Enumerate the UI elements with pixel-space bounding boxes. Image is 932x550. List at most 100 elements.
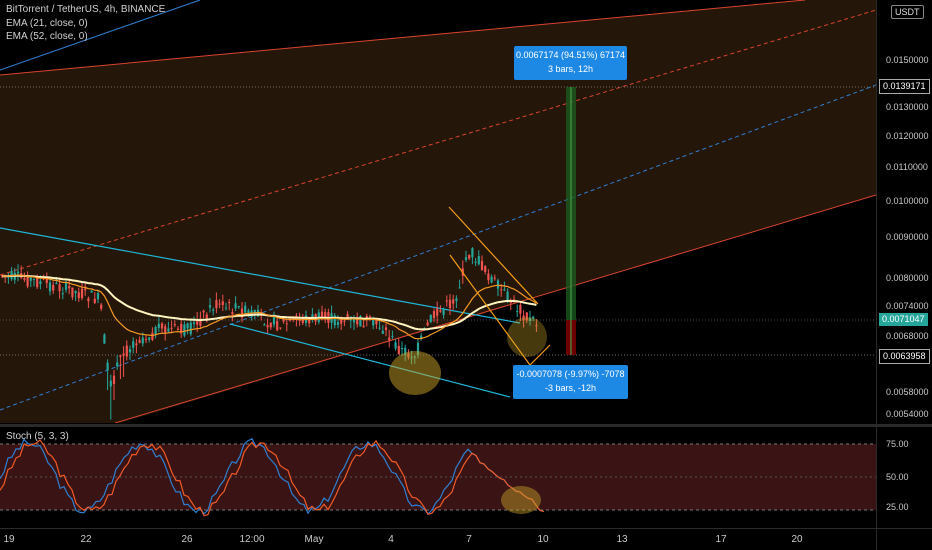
candle-body [234, 303, 237, 309]
candle-body [151, 332, 154, 340]
stoch-axis[interactable]: 75.00 50.00 25.00 [877, 427, 932, 528]
channel-bottom-line[interactable] [114, 194, 876, 423]
candle-body [308, 317, 311, 324]
candle-body [452, 299, 455, 304]
stoch-legend[interactable]: Stoch (5, 3, 3) [6, 431, 69, 442]
flag-highlight-ellipse[interactable] [507, 317, 547, 357]
time-axis-separator [0, 528, 932, 529]
ema21-line[interactable] [2, 274, 537, 340]
candle-body [128, 349, 132, 353]
candle-body [212, 309, 215, 311]
price-chart-svg[interactable] [0, 0, 876, 423]
candle-body [528, 317, 532, 322]
support-highlight-ellipse[interactable] [389, 351, 441, 395]
main-chart[interactable] [0, 0, 876, 423]
time-axis-label: 19 [3, 534, 15, 545]
stoch-svg [0, 438, 876, 517]
candle-body [135, 343, 138, 346]
candle-body [464, 257, 468, 261]
candle-body [362, 325, 365, 328]
stoch-highlight-ellipse[interactable] [501, 486, 541, 514]
drawing-layer [389, 87, 576, 395]
channel-top-line[interactable] [0, 0, 806, 76]
symbol-legend[interactable]: BitTorrent / TetherUS, 4h, BINANCE [6, 4, 166, 15]
falling-channel-bottom[interactable] [229, 323, 511, 398]
candle-body [55, 282, 58, 284]
long-tooltip-line2: 3 bars, 12h [547, 64, 594, 74]
currency-label[interactable]: USDT [891, 5, 924, 19]
candle-body [480, 260, 484, 271]
candle-body [106, 362, 109, 371]
candle-body [68, 285, 71, 289]
flag-top-line[interactable] [448, 206, 539, 305]
ema-layer [2, 274, 537, 340]
candle-body [167, 328, 170, 332]
candle-body [80, 288, 84, 299]
candle-body [237, 306, 240, 308]
candle-body [493, 277, 496, 279]
flag-bottom-line[interactable] [449, 254, 531, 366]
candle-body [29, 277, 32, 281]
falling-channel-top[interactable] [0, 227, 521, 324]
price-axis-label: 0.0110000 [886, 162, 928, 172]
candle-body [509, 301, 512, 303]
candle-body [471, 248, 474, 258]
candle-body [112, 375, 116, 385]
candle-body [276, 321, 279, 331]
candle-body [522, 315, 525, 321]
candle-body [477, 256, 480, 265]
blue-trendline[interactable] [0, 0, 201, 71]
candle-body [122, 353, 125, 356]
candle-body [231, 312, 234, 315]
channel-layer [0, 0, 876, 423]
candle-body [346, 314, 349, 320]
time-axis-label: 12:00 [239, 534, 265, 545]
flag-side-line[interactable] [529, 344, 551, 366]
candle-body [77, 292, 80, 299]
time-axis-label: 4 [388, 534, 394, 545]
candle-body [228, 302, 231, 304]
ema21-legend[interactable]: EMA (21, close, 0) [6, 18, 88, 29]
candle-body [202, 310, 205, 313]
stoch-axis-label: 50.00 [886, 472, 909, 482]
candle-body [26, 274, 29, 287]
candle-body [103, 334, 106, 344]
candle-body [109, 380, 112, 387]
price-axis-label: 0.0090000 [886, 232, 929, 242]
candle-body [525, 312, 528, 321]
price-axis[interactable]: 0.0150000 0.0130000 0.0120000 0.0110000 0.01… [877, 0, 932, 423]
candle-body [58, 284, 61, 292]
candle-body [506, 291, 509, 303]
candle-body [496, 280, 500, 289]
short-tooltip-line2: -3 bars, -12h [544, 383, 597, 393]
candle-body [173, 324, 176, 326]
candle-body [244, 305, 247, 313]
candle-body [439, 310, 442, 312]
candle-body [272, 316, 276, 325]
time-axis-label: 20 [791, 534, 803, 545]
price-axis-label: 0.0068000 [886, 331, 929, 341]
candle-body [455, 298, 458, 302]
channel-upper-dashed[interactable] [0, 9, 876, 276]
time-axis[interactable]: 19 22 26 12:00 May 4 7 10 13 17 20 [0, 529, 876, 550]
candle-body [298, 319, 301, 321]
candle-body [90, 290, 93, 293]
channel-mid-dashed[interactable] [0, 84, 876, 411]
candle-body [138, 340, 141, 343]
candle-body [340, 317, 343, 324]
stoch-pane[interactable] [0, 427, 876, 528]
price-axis-label: 0.0074000 [886, 301, 929, 311]
candle-body [436, 308, 439, 316]
candle-body [36, 278, 39, 288]
candle-body [180, 323, 183, 334]
candle-body [266, 325, 269, 328]
pane-separator[interactable] [0, 424, 932, 427]
candle-body [368, 316, 372, 318]
long-tooltip-line1: 0.0067174 (94.51%) 67174 [515, 50, 626, 60]
ema52-legend[interactable]: EMA (52, close, 0) [6, 31, 88, 42]
candle-body [282, 318, 285, 322]
candle-body [416, 342, 420, 355]
price-axis-label: 0.0080000 [886, 273, 929, 283]
candle-body [519, 304, 522, 314]
candle-body [458, 287, 461, 289]
